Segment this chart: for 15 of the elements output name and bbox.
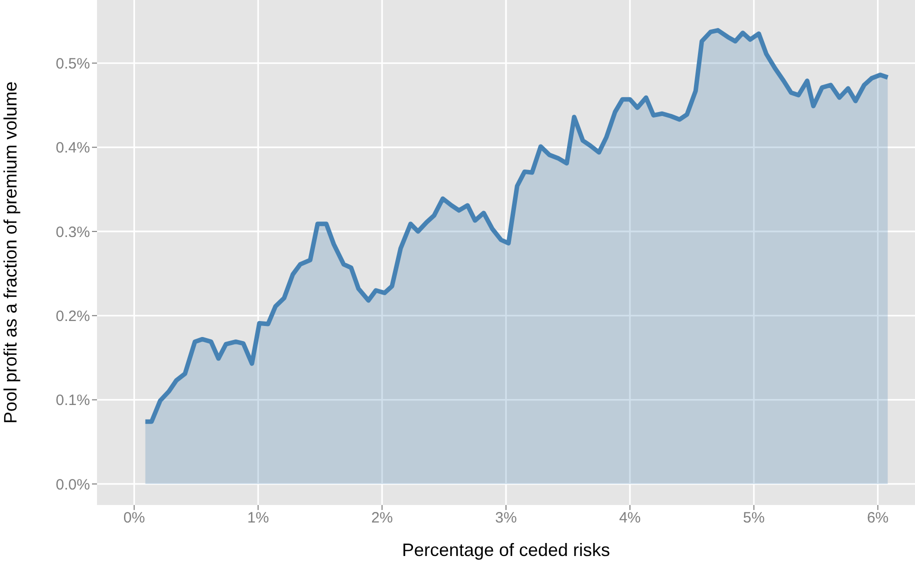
y-tick-label: 0.3%	[56, 224, 90, 241]
y-tick-label: 0.4%	[56, 140, 90, 157]
x-tick-label: 5%	[743, 510, 765, 527]
y-axis-title: Pool profit as a fraction of premium volume	[0, 81, 20, 424]
x-tick-label: 3%	[495, 510, 517, 527]
x-tick-label: 2%	[371, 510, 393, 527]
y-tick-label: 0.2%	[56, 308, 90, 325]
y-tick-label: 0.0%	[56, 476, 90, 494]
y-tick-label: 0.1%	[56, 392, 90, 410]
x-tick-label: 0%	[123, 510, 146, 527]
y-tick-label: 0.5%	[56, 55, 90, 72]
x-axis-title: Percentage of ceded risks	[402, 540, 610, 560]
x-tick-label: 1%	[247, 510, 269, 527]
x-tick-label: 6%	[866, 510, 889, 527]
x-tick-label: 4%	[619, 510, 641, 527]
